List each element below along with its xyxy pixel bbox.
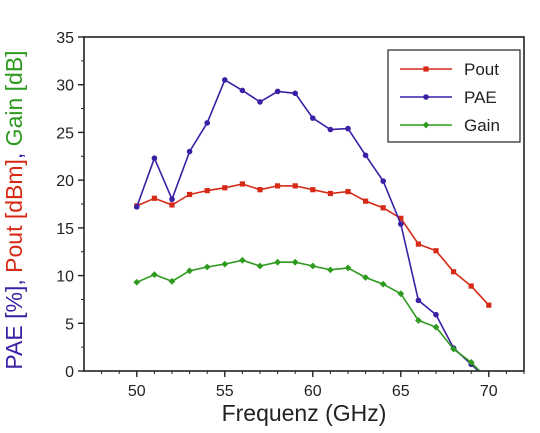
gain-point	[379, 280, 387, 288]
y-axis-title-part: Pout [dBm]	[1, 159, 27, 273]
y-tick-label: 0	[65, 364, 74, 381]
pae-point	[222, 77, 228, 83]
legend-item-pae: PAE	[400, 88, 497, 107]
legend-label-pout: Pout	[464, 60, 499, 79]
pae-point	[398, 221, 404, 227]
y-tick-label: 10	[56, 269, 74, 286]
legend: Pout PAE Gain	[387, 49, 521, 143]
gain-point	[415, 317, 422, 324]
pout-point	[187, 191, 193, 198]
pout-point	[327, 190, 333, 197]
legend-marker-pae	[423, 94, 429, 100]
gain-point	[239, 256, 246, 264]
y-tick-label: 25	[56, 125, 74, 142]
x-axis-title: Frequenz (GHz)	[222, 400, 387, 426]
pae-point	[415, 297, 422, 304]
y-axis-title-part: ,	[1, 273, 27, 286]
series-layer	[133, 77, 492, 371]
y-axis-title-part: PAE [%]	[1, 286, 27, 370]
pae-point	[134, 204, 140, 210]
pae-point	[274, 88, 281, 95]
pout-point	[486, 302, 492, 308]
gain-point	[168, 277, 176, 285]
pae-point	[433, 311, 439, 318]
gain-point	[397, 290, 405, 298]
pout-point	[345, 188, 351, 195]
x-tick-label: 55	[216, 383, 234, 400]
pae-point	[327, 126, 334, 133]
pout-point	[222, 185, 228, 191]
gain-point	[291, 258, 299, 266]
pae-point	[169, 196, 175, 203]
pout-point	[204, 188, 210, 194]
x-tick-label: 50	[128, 383, 146, 400]
gain-point	[362, 274, 369, 281]
gain-point	[256, 262, 264, 270]
x-tick-label: 65	[392, 383, 410, 400]
y-tick-label: 30	[56, 78, 74, 95]
pout-point	[380, 205, 386, 211]
pae-point	[186, 148, 193, 155]
pout-point	[415, 241, 421, 247]
gain-point	[133, 278, 141, 286]
gain-line	[136, 259, 481, 371]
pae-point	[310, 115, 316, 121]
legend-item-gain: Gain	[400, 116, 500, 135]
gain-point	[344, 264, 352, 272]
gain-point	[186, 267, 193, 275]
pae-point	[292, 90, 299, 97]
gain-point	[203, 263, 211, 271]
x-tick-label: 70	[480, 383, 498, 400]
gain-point	[450, 345, 457, 353]
pout-point	[310, 187, 316, 193]
pae-point	[345, 125, 351, 132]
series-gain	[133, 256, 481, 371]
y-tick-label: 35	[56, 30, 74, 47]
legend-label-gain: Gain	[464, 116, 500, 135]
pae-point	[204, 120, 210, 126]
pae-point	[257, 99, 263, 105]
y-tick-label: 5	[65, 316, 74, 333]
y-tick-label: 20	[56, 173, 74, 190]
gain-point	[151, 271, 158, 279]
legend-marker-gain	[422, 121, 430, 129]
pout-point	[468, 283, 474, 289]
y-axis-title: PAE [%], Pout [dBm], Gain [dB]	[1, 50, 27, 369]
pout-point	[292, 183, 298, 189]
pout-point	[275, 183, 281, 189]
pae-point	[362, 152, 369, 159]
series-pae	[134, 77, 480, 371]
y-tick-label: 15	[56, 221, 74, 238]
pout-point	[398, 215, 404, 221]
legend-box	[387, 49, 521, 143]
pout-point	[257, 187, 263, 193]
axis-ticks: 50 55 60 65 70 0 5 10 15 20 25 30 35	[56, 30, 525, 400]
legend-marker-pout	[423, 66, 429, 72]
gain-point	[309, 262, 317, 270]
y-axis-title-part: Gain [dB]	[1, 50, 27, 146]
gain-point	[274, 258, 281, 266]
pae-point	[239, 87, 246, 94]
gain-point	[327, 266, 334, 274]
pae-point	[380, 178, 387, 184]
pout-line	[136, 183, 490, 306]
x-tick-label: 60	[304, 383, 322, 400]
pout-point	[169, 202, 175, 208]
legend-label-pae: PAE	[464, 88, 497, 107]
pout-point	[239, 181, 245, 187]
gain-point	[432, 323, 440, 331]
series-pout	[134, 181, 492, 308]
pout-point	[433, 248, 439, 254]
pae-point	[151, 155, 158, 161]
gain-point	[221, 260, 229, 268]
y-axis-title-part: ,	[1, 146, 27, 159]
legend-item-pout: Pout	[400, 60, 499, 79]
pout-point	[363, 198, 369, 204]
pout-point	[151, 195, 157, 201]
pout-point	[451, 269, 457, 275]
gain-point	[467, 359, 475, 366]
